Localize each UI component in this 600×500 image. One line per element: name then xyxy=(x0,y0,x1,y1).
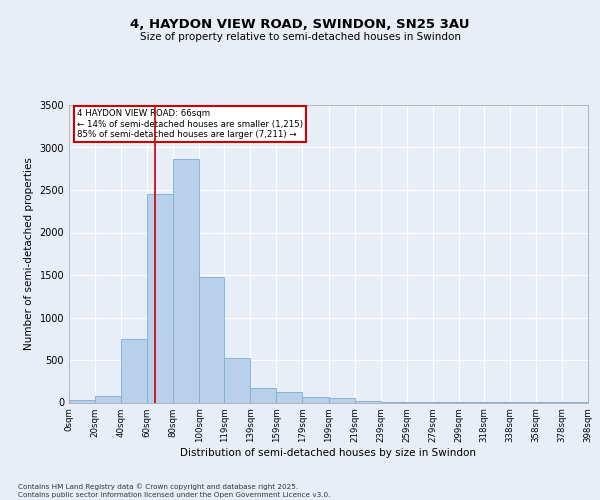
Bar xyxy=(329,398,355,402)
Bar xyxy=(302,396,329,402)
Bar xyxy=(173,158,199,402)
X-axis label: Distribution of semi-detached houses by size in Swindon: Distribution of semi-detached houses by … xyxy=(181,448,476,458)
Bar xyxy=(147,194,173,402)
Text: Contains HM Land Registry data © Crown copyright and database right 2025.
Contai: Contains HM Land Registry data © Crown c… xyxy=(18,484,331,498)
Bar xyxy=(69,400,95,402)
Bar xyxy=(277,392,302,402)
Bar xyxy=(121,339,147,402)
Bar xyxy=(250,388,277,402)
Bar xyxy=(199,276,224,402)
Text: 4 HAYDON VIEW ROAD: 66sqm
← 14% of semi-detached houses are smaller (1,215)
85% : 4 HAYDON VIEW ROAD: 66sqm ← 14% of semi-… xyxy=(77,110,303,140)
Bar xyxy=(224,358,250,403)
Text: 4, HAYDON VIEW ROAD, SWINDON, SN25 3AU: 4, HAYDON VIEW ROAD, SWINDON, SN25 3AU xyxy=(130,18,470,30)
Bar xyxy=(95,396,121,402)
Text: Size of property relative to semi-detached houses in Swindon: Size of property relative to semi-detach… xyxy=(139,32,461,42)
Y-axis label: Number of semi-detached properties: Number of semi-detached properties xyxy=(24,158,34,350)
Bar xyxy=(355,401,380,402)
